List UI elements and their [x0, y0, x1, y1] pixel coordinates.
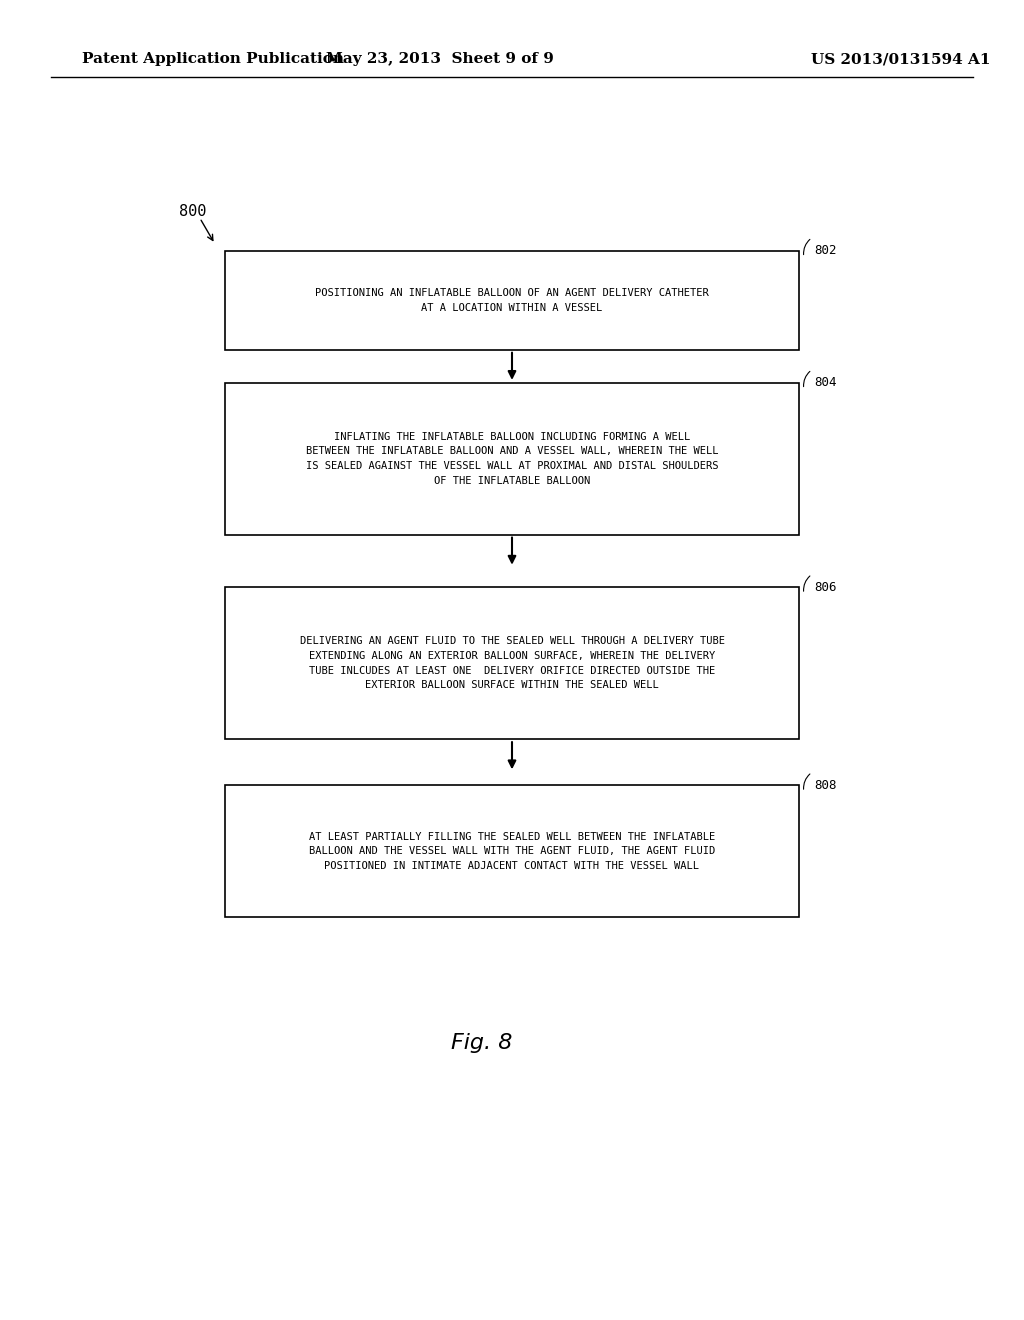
FancyBboxPatch shape: [225, 383, 799, 535]
Text: May 23, 2013  Sheet 9 of 9: May 23, 2013 Sheet 9 of 9: [327, 53, 554, 66]
FancyBboxPatch shape: [225, 251, 799, 350]
Text: 802: 802: [814, 244, 837, 257]
Text: 800: 800: [179, 203, 207, 219]
FancyBboxPatch shape: [225, 785, 799, 917]
Text: 808: 808: [814, 779, 837, 792]
Text: Fig. 8: Fig. 8: [451, 1032, 512, 1053]
Text: Patent Application Publication: Patent Application Publication: [82, 53, 344, 66]
Text: 804: 804: [814, 376, 837, 389]
Text: 806: 806: [814, 581, 837, 594]
FancyBboxPatch shape: [225, 587, 799, 739]
Text: INFLATING THE INFLATABLE BALLOON INCLUDING FORMING A WELL
BETWEEN THE INFLATABLE: INFLATING THE INFLATABLE BALLOON INCLUDI…: [306, 432, 718, 486]
Text: US 2013/0131594 A1: US 2013/0131594 A1: [811, 53, 991, 66]
Text: POSITIONING AN INFLATABLE BALLOON OF AN AGENT DELIVERY CATHETER
AT A LOCATION WI: POSITIONING AN INFLATABLE BALLOON OF AN …: [315, 288, 709, 313]
Text: DELIVERING AN AGENT FLUID TO THE SEALED WELL THROUGH A DELIVERY TUBE
EXTENDING A: DELIVERING AN AGENT FLUID TO THE SEALED …: [299, 636, 725, 690]
Text: AT LEAST PARTIALLY FILLING THE SEALED WELL BETWEEN THE INFLATABLE
BALLOON AND TH: AT LEAST PARTIALLY FILLING THE SEALED WE…: [309, 832, 715, 871]
